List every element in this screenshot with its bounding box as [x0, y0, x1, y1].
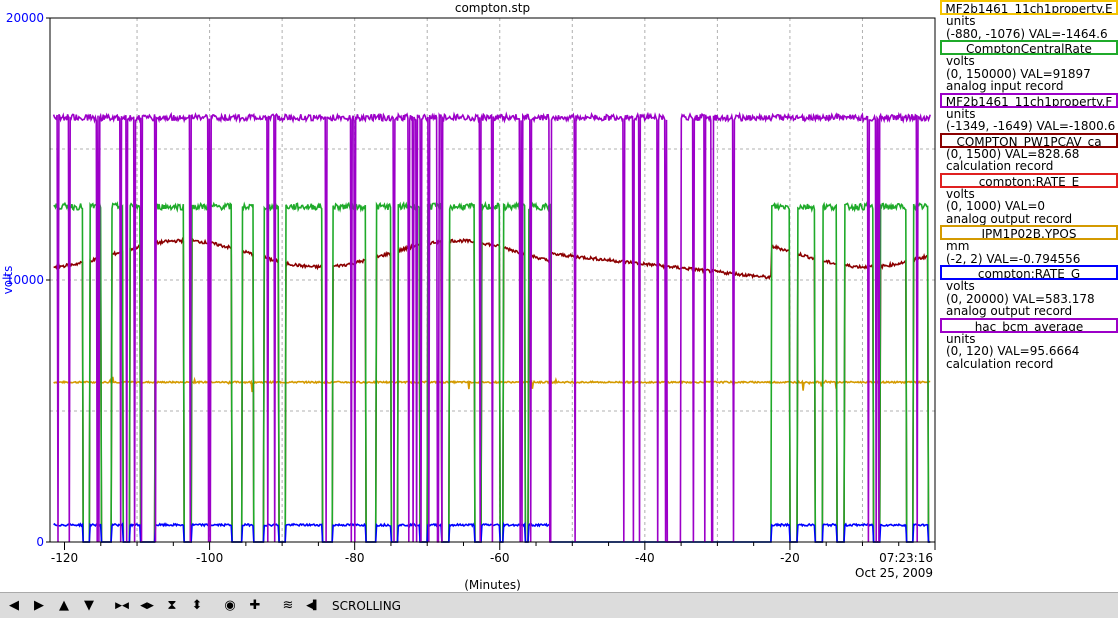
zoom-out-horizontal-button[interactable]: ◀▶ [136, 596, 158, 616]
arrow-left-button[interactable]: ◀ [3, 596, 25, 616]
legend-item[interactable]: COMPTON_PW1PCAV_ca (0, 1500) VAL=828.68 ca… [940, 132, 1118, 173]
arrow-down-icon: ▼ [84, 598, 94, 613]
x-tick-label: -120 [51, 551, 78, 565]
y-tick-label: 0 [36, 535, 44, 549]
x-tick-label: -20 [780, 551, 800, 565]
legend-item[interactable]: MF2b1461_11ch1property.F units (-1349, -16… [940, 92, 1118, 133]
legend-detail: mm [946, 240, 970, 253]
autoscale-button[interactable]: ≋ [277, 596, 299, 616]
legend-detail: volts [946, 280, 975, 293]
series-line [52, 111, 931, 543]
legend-detail: (-2, 2) VAL=-0.794556 [946, 252, 1081, 265]
legend-detail: calculation record [946, 160, 1054, 173]
legend-detail: units [946, 332, 976, 345]
zoom-in-horizontal-button[interactable]: ▶◀ [111, 596, 133, 616]
date-label: Oct 25, 2009 [855, 566, 933, 580]
chart-title: compton.stp [455, 1, 530, 15]
zoom-in-horizontal-icon: ▶◀ [115, 600, 129, 611]
arrow-right-button[interactable]: ▶ [28, 596, 50, 616]
legend-detail: (0, 1500) VAL=828.68 [946, 147, 1080, 160]
scroll-back-button[interactable]: ◀▌ [302, 596, 324, 616]
add-button[interactable]: ✚ [244, 596, 266, 616]
status-text: SCROLLING [332, 598, 401, 613]
axes: 0 10000 20000 -120 -100 -80 -60 -40 -20 [6, 11, 936, 565]
autoscale-icon: ≋ [282, 598, 294, 613]
legend-detail: analog input record [946, 80, 1064, 93]
x-tick-label: -40 [635, 551, 655, 565]
x-axis-label: (Minutes) [464, 578, 521, 592]
legend-item[interactable]: compton:RATE_G volts (0, 20000) VAL=583.17… [940, 265, 1118, 318]
arrow-left-icon: ◀ [9, 598, 19, 613]
zoom-in-vertical-button[interactable]: ⧗ [161, 596, 183, 616]
legend-detail: units [946, 15, 976, 28]
legend-channel-name[interactable]: hac_bcm_average [940, 317, 1118, 333]
arrow-up-button[interactable]: ▲ [53, 596, 75, 616]
y-axis-label: volts [1, 266, 15, 295]
series-layer [52, 111, 931, 543]
stop-icon: ◉ [224, 598, 236, 613]
toolbar-buttons: ◀ ▶ ▲ ▼ ▶◀ ◀▶ ⧗ ⬍ ◉ ✚ ≋ ◀▌ [0, 596, 324, 616]
arrow-down-button[interactable]: ▼ [78, 596, 100, 616]
legend-item[interactable]: compton:RATE_E volts (0, 1000) VAL=0 analog… [940, 172, 1118, 226]
stop-button[interactable]: ◉ [219, 596, 241, 616]
legend: MF2b1461_11ch1property.E units (-880, -107… [940, 0, 1118, 370]
legend-detail: (0, 1000) VAL=0 [946, 200, 1046, 213]
legend-item[interactable]: MF2b1461_11ch1property.E units (-880, -107… [940, 0, 1118, 40]
legend-channel-name[interactable]: MF2b1461_11ch1property.F [940, 92, 1118, 108]
y-tick-label: 20000 [6, 11, 44, 25]
chart: 0 10000 20000 -120 -100 -80 -60 -40 -20 compton.… [1, 1, 936, 592]
legend-channel-name[interactable]: compton:RATE_E [940, 172, 1118, 188]
legend-item[interactable]: ComptonCentralRate volts (0, 150000) VAL=9… [940, 40, 1118, 93]
legend-detail: analog output record [946, 305, 1073, 318]
y-tick-label: 10000 [6, 273, 44, 287]
legend-detail: volts [946, 55, 975, 68]
legend-detail: (-1349, -1649) VAL=-1800.6 [946, 120, 1116, 133]
legend-channel-name[interactable]: compton:RATE_G [940, 265, 1118, 280]
arrow-up-icon: ▲ [59, 598, 69, 613]
legend-detail: calculation record [946, 357, 1054, 370]
x-tick-label: -80 [345, 551, 365, 565]
x-tick-label: -60 [490, 551, 510, 565]
legend-detail: volts [946, 187, 975, 200]
legend-detail: (-880, -1076) VAL=-1464.6 [946, 27, 1108, 40]
time-label: 07:23:16 [879, 551, 933, 565]
x-tick-label: -100 [196, 551, 223, 565]
legend-channel-name[interactable]: COMPTON_PW1PCAV_ca [940, 132, 1118, 148]
add-icon: ✚ [249, 598, 261, 613]
zoom-out-vertical-icon: ⬍ [191, 598, 203, 613]
legend-channel-name[interactable]: ComptonCentralRate [940, 40, 1118, 55]
toolbar: ◀ ▶ ▲ ▼ ▶◀ ◀▶ ⧗ ⬍ ◉ ✚ ≋ ◀▌ SCROLLING [0, 592, 1118, 618]
legend-detail: (0, 150000) VAL=91897 [946, 67, 1091, 80]
legend-detail: units [946, 107, 976, 120]
legend-channel-name[interactable]: IPM1P02B.YPOS [940, 225, 1118, 240]
legend-detail: (0, 20000) VAL=583.178 [946, 292, 1095, 305]
scroll-back-icon: ◀▌ [306, 600, 320, 611]
zoom-out-vertical-button[interactable]: ⬍ [186, 596, 208, 616]
zoom-in-vertical-icon: ⧗ [167, 598, 177, 613]
legend-detail: analog output record [946, 212, 1073, 225]
zoom-out-horizontal-icon: ◀▶ [140, 600, 154, 611]
legend-detail: (0, 120) VAL=95.6664 [946, 345, 1080, 358]
arrow-right-icon: ▶ [34, 598, 44, 613]
legend-channel-name[interactable]: MF2b1461_11ch1property.E [940, 0, 1118, 15]
legend-item[interactable]: hac_bcm_average units (0, 120) VAL=95.6664… [940, 317, 1118, 371]
legend-item[interactable]: IPM1P02B.YPOS mm (-2, 2) VAL=-0.794556 [940, 225, 1118, 265]
